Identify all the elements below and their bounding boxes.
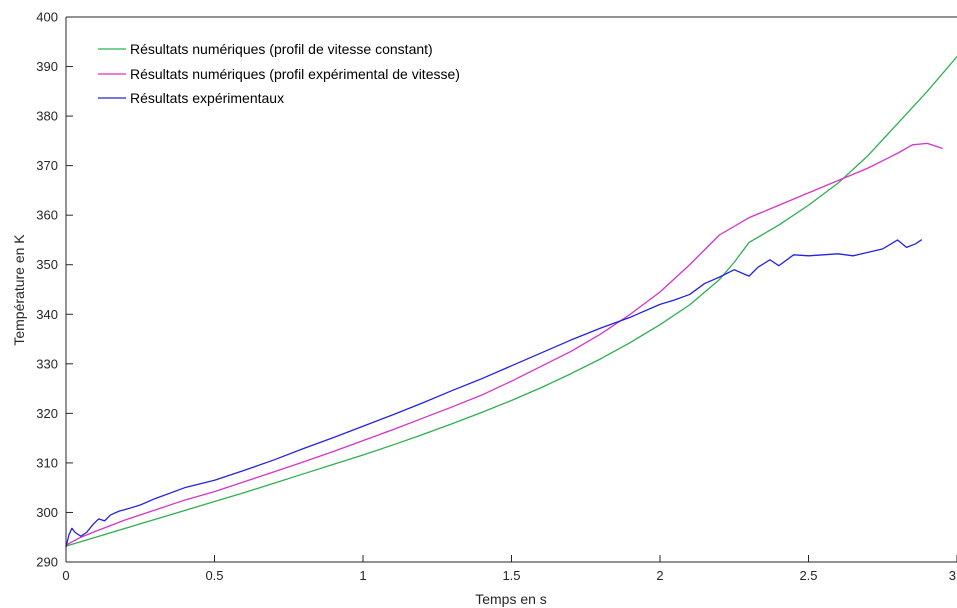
legend-label: Résultats numériques (profil expérimenta…: [130, 66, 460, 82]
x-tick-label: 2: [656, 568, 663, 583]
y-tick-label: 300: [36, 505, 58, 520]
ticks-layer: 0 0.5 1 1.5 2 2.5 3 290 300 310 320 330 340 350 360 370…: [36, 10, 957, 583]
y-tick-label: 380: [36, 109, 58, 124]
legend: Résultats numériques (profil de vitesse …: [98, 41, 460, 106]
y-tick-label: 350: [36, 257, 58, 272]
y-tick-label: 360: [36, 208, 58, 223]
series-line-experimental-results: [65, 239, 923, 548]
y-tick-label: 390: [36, 59, 58, 74]
y-tick-label: 320: [36, 406, 58, 421]
x-tick-label: 0: [62, 568, 69, 583]
y-tick-label: 310: [36, 455, 58, 470]
x-tick-label: 1: [359, 568, 366, 583]
x-tick-label: 2.5: [799, 568, 817, 583]
legend-item-experimental-profile: Résultats numériques (profil expérimenta…: [98, 66, 460, 82]
series-line-experimental-profile: [65, 142, 943, 546]
y-tick-label: 400: [36, 10, 58, 25]
x-axis-title: Temps en s: [475, 591, 547, 607]
x-tick-label: 0.5: [205, 568, 223, 583]
y-tick-label: 370: [36, 158, 58, 173]
x-tick-label: 3: [949, 568, 956, 583]
legend-item-constant-profile: Résultats numériques (profil de vitesse …: [98, 41, 433, 57]
y-tick-label: 330: [36, 356, 58, 371]
legend-label: Résultats numériques (profil de vitesse …: [130, 41, 433, 57]
y-axis-title: Température en K: [11, 234, 27, 346]
x-tick-label: 1.5: [502, 568, 520, 583]
legend-item-experimental-results: Résultats expérimentaux: [98, 90, 284, 106]
series-line-constant-profile: [65, 55, 957, 547]
y-tick-label: 290: [36, 555, 58, 570]
plot-background: [66, 17, 957, 562]
y-tick-label: 340: [36, 307, 58, 322]
legend-label: Résultats expérimentaux: [130, 90, 284, 106]
series-layer: [65, 55, 957, 548]
